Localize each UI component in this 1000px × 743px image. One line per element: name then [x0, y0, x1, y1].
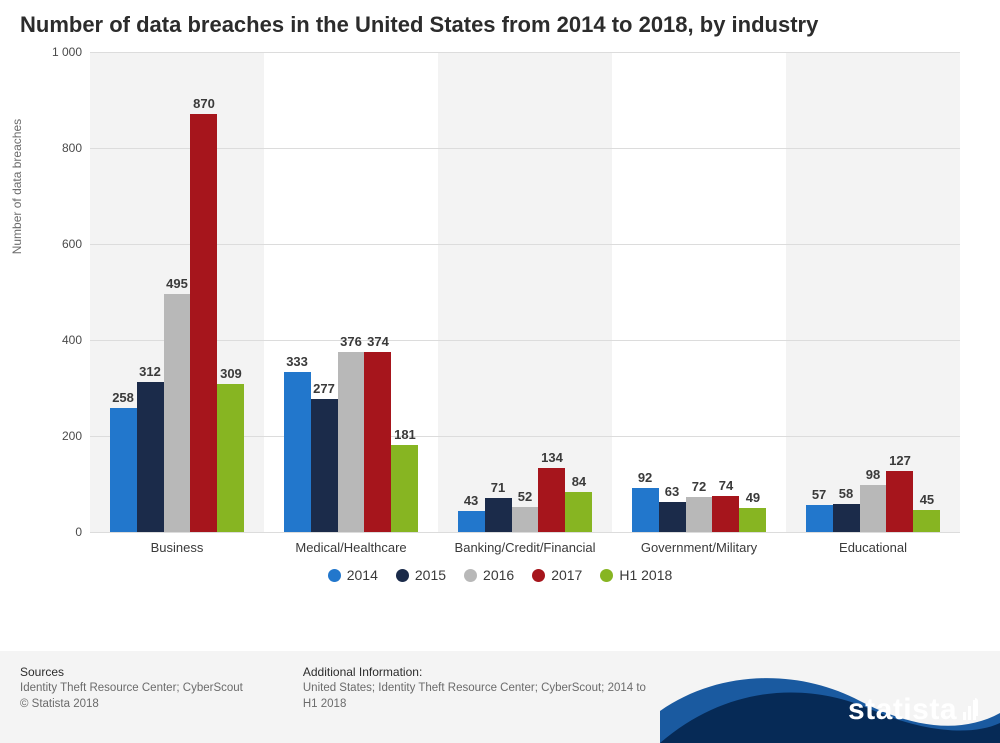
brand-logo: statista: [848, 693, 976, 727]
bar: 134: [538, 468, 565, 532]
category-label: Business: [151, 540, 204, 555]
category-label: Educational: [839, 540, 907, 555]
bar-value-label: 312: [139, 364, 161, 379]
legend-label: 2015: [415, 567, 446, 583]
legend-label: 2017: [551, 567, 582, 583]
footer-sources: Sources Identity Theft Resource Center; …: [20, 665, 243, 743]
bar: 84: [565, 492, 592, 532]
legend-label: 2014: [347, 567, 378, 583]
y-tick-label: 0: [75, 525, 82, 539]
category-label: Medical/Healthcare: [295, 540, 406, 555]
bar-value-label: 63: [665, 484, 679, 499]
bar: 258: [110, 408, 137, 532]
chart-container: Number of data breaches 02004006008001 0…: [20, 42, 980, 602]
legend-item: 2014: [328, 567, 378, 583]
bar-value-label: 374: [367, 334, 389, 349]
legend-swatch: [532, 569, 545, 582]
bar: 181: [391, 445, 418, 532]
legend-swatch: [464, 569, 477, 582]
bar: 57: [806, 505, 833, 532]
bar: 495: [164, 294, 191, 532]
bar-value-label: 74: [719, 478, 733, 493]
bar-value-label: 277: [313, 381, 335, 396]
bar: 376: [338, 352, 365, 532]
bar-value-label: 45: [920, 492, 934, 507]
additional-heading: Additional Information:: [303, 665, 663, 679]
bar: 127: [886, 471, 913, 532]
bar-value-label: 127: [889, 453, 911, 468]
bar-value-label: 870: [193, 96, 215, 111]
y-tick-label: 600: [62, 237, 82, 251]
bar: 49: [739, 508, 766, 532]
bar: 71: [485, 498, 512, 532]
bar: 63: [659, 502, 686, 532]
legend-item: 2016: [464, 567, 514, 583]
bar: 52: [512, 507, 539, 532]
bar: 277: [311, 399, 338, 532]
y-axis-label: Number of data breaches: [10, 119, 24, 254]
bar: 58: [833, 504, 860, 532]
legend-item: 2017: [532, 567, 582, 583]
brand-icon: [963, 700, 976, 720]
bar-value-label: 258: [112, 390, 134, 405]
legend-swatch: [396, 569, 409, 582]
bar-value-label: 57: [812, 487, 826, 502]
chart-title: Number of data breaches in the United St…: [0, 0, 1000, 42]
footer: Sources Identity Theft Resource Center; …: [0, 651, 1000, 743]
bar-value-label: 92: [638, 470, 652, 485]
bar-value-label: 134: [541, 450, 563, 465]
category-label: Banking/Credit/Financial: [455, 540, 596, 555]
bar-value-label: 181: [394, 427, 416, 442]
y-tick-label: 200: [62, 429, 82, 443]
bar-value-label: 71: [491, 480, 505, 495]
y-tick-label: 1 000: [52, 45, 82, 59]
bar: 309: [217, 384, 244, 532]
bar: 45: [913, 510, 940, 532]
legend-swatch: [328, 569, 341, 582]
sources-heading: Sources: [20, 665, 243, 679]
bar-value-label: 495: [166, 276, 188, 291]
bar: 72: [686, 497, 713, 532]
bar: 374: [364, 352, 391, 532]
bar-value-label: 43: [464, 493, 478, 508]
bar-value-label: 84: [572, 474, 586, 489]
bar-value-label: 376: [340, 334, 362, 349]
bar-value-label: 309: [220, 366, 242, 381]
legend-item: 2015: [396, 567, 446, 583]
footer-additional: Additional Information: United States; I…: [303, 665, 663, 743]
legend-item: H1 2018: [600, 567, 672, 583]
bar: 333: [284, 372, 311, 532]
bar-value-label: 49: [746, 490, 760, 505]
legend-label: 2016: [483, 567, 514, 583]
category-label: Government/Military: [641, 540, 757, 555]
bar: 870: [190, 114, 217, 532]
legend-label: H1 2018: [619, 567, 672, 583]
bar-value-label: 98: [866, 467, 880, 482]
bar-value-label: 333: [286, 354, 308, 369]
bar: 92: [632, 488, 659, 532]
bar: 74: [712, 496, 739, 532]
legend-swatch: [600, 569, 613, 582]
bar-value-label: 58: [839, 486, 853, 501]
bar: 43: [458, 511, 485, 532]
additional-text: United States; Identity Theft Resource C…: [303, 681, 663, 712]
gridline: [90, 532, 960, 533]
plot-area: 02004006008001 0002583124958703093332773…: [90, 52, 960, 532]
bar-value-label: 52: [518, 489, 532, 504]
brand-name: statista: [848, 693, 957, 727]
bar: 98: [860, 485, 887, 532]
y-tick-label: 400: [62, 333, 82, 347]
legend: 2014 2015 2016 2017 H1 2018: [20, 567, 980, 583]
y-tick-label: 800: [62, 141, 82, 155]
bar: 312: [137, 382, 164, 532]
bar-value-label: 72: [692, 479, 706, 494]
sources-text: Identity Theft Resource Center; CyberSco…: [20, 681, 243, 712]
